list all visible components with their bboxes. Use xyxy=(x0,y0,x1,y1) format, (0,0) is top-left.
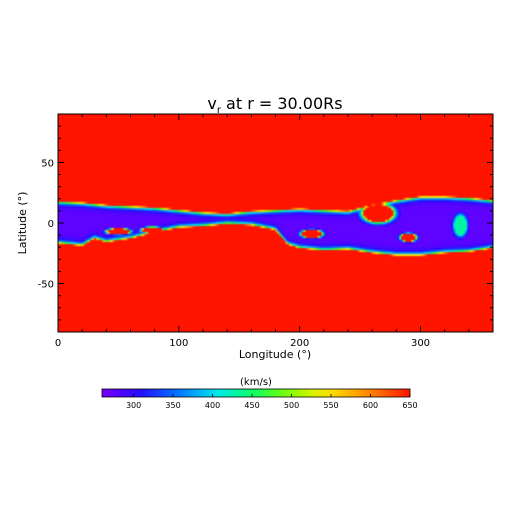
chart-title-rest: at r = 30.00Rs xyxy=(221,94,343,113)
colorbar-tick-label: 300 xyxy=(126,401,141,410)
chart-title-sub: r xyxy=(217,105,222,116)
y-tick-label: 0 xyxy=(48,219,54,230)
colorbar-tick-label: 450 xyxy=(244,401,259,410)
y-tick-label: -50 xyxy=(38,280,54,291)
colorbar-tick-label: 400 xyxy=(205,401,220,410)
colorbar-ticks: 300 350 400 450 500 550 600 650 xyxy=(126,394,418,410)
colorbar xyxy=(101,388,411,398)
x-tick-label: 300 xyxy=(411,338,430,349)
y-axis-label: Latitude (°) xyxy=(16,192,29,255)
heatmap-image xyxy=(58,114,493,332)
colorbar-tick-label: 600 xyxy=(363,401,378,410)
colorbar-label: (km/s) xyxy=(240,377,272,388)
colorbar-tick-label: 650 xyxy=(402,401,417,410)
x-axis-label: Longitude (°) xyxy=(239,348,311,361)
chart-title: vr at r = 30.00Rs xyxy=(207,94,342,116)
y-tick-label: 50 xyxy=(41,158,54,169)
colorbar-tick-label: 500 xyxy=(284,401,299,410)
plot-area xyxy=(58,114,493,332)
x-tick-label: 100 xyxy=(169,338,188,349)
y-axis-ticks: -50 0 50 xyxy=(38,125,493,321)
x-tick-label: 200 xyxy=(290,338,309,349)
x-axis-ticks: 0 100 200 300 xyxy=(55,114,494,349)
x-tick-label: 0 xyxy=(55,338,61,349)
chart-title-main: v xyxy=(207,94,216,113)
colorbar-tick-label: 350 xyxy=(165,401,180,410)
colorbar-tick-label: 550 xyxy=(323,401,338,410)
